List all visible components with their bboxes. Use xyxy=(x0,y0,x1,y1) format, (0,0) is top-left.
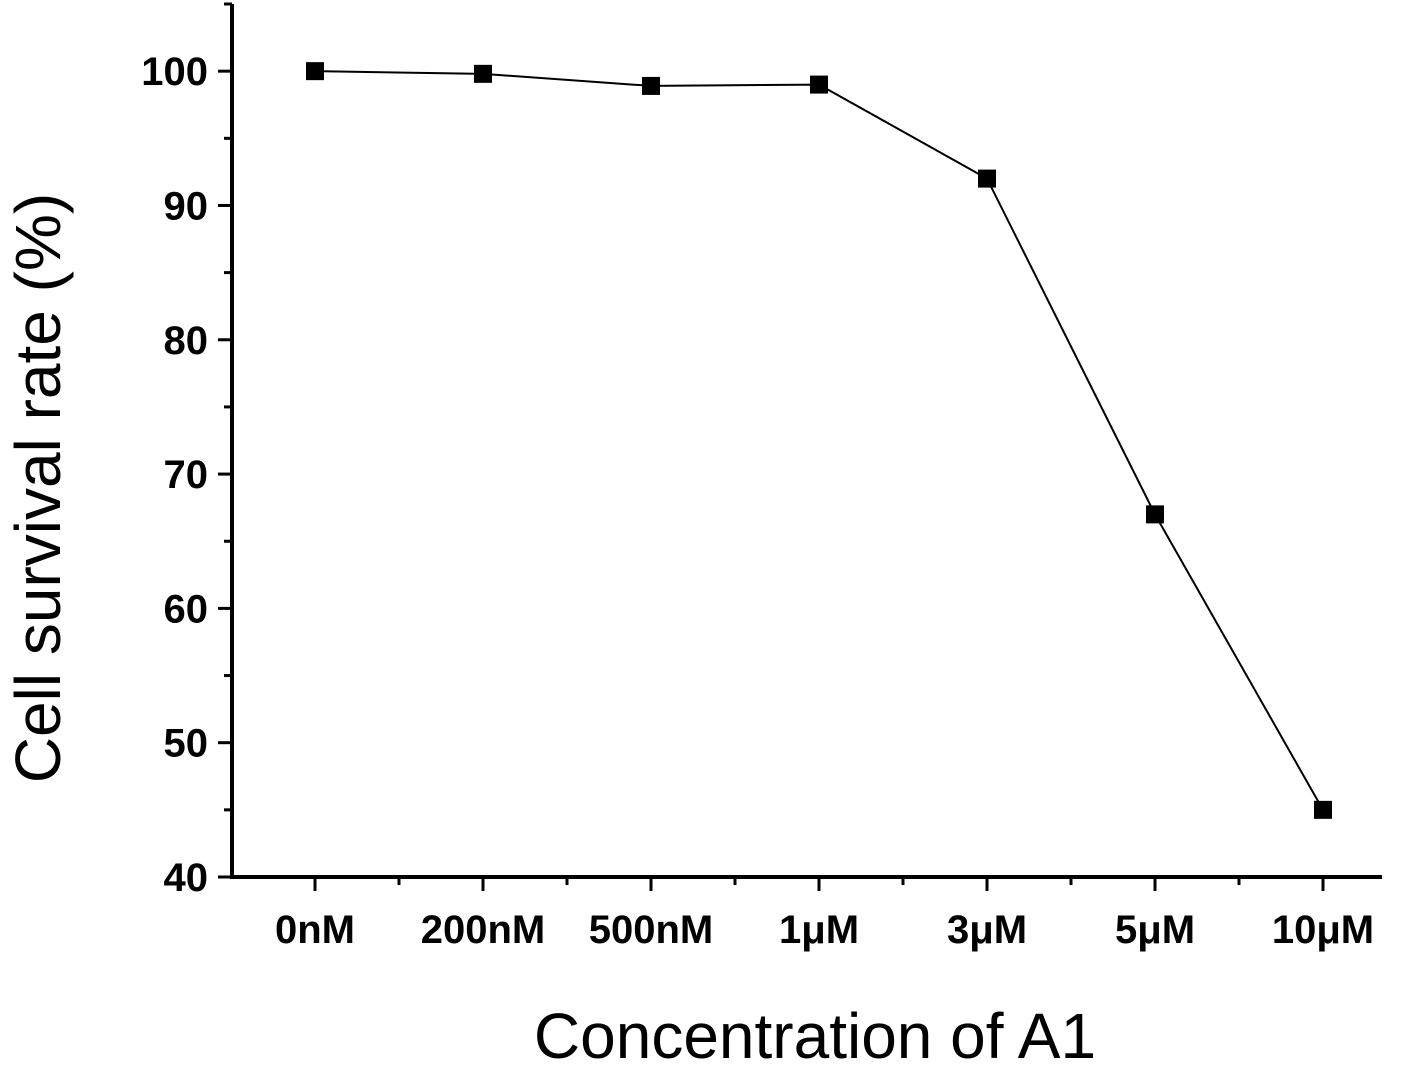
y-axis-ticks: 40 50 60 70 80 90 100 xyxy=(141,2,232,900)
y-axis-title: Cell survival rate (%) xyxy=(2,193,74,783)
data-point xyxy=(1146,505,1164,524)
y-tick-label: 50 xyxy=(164,722,209,766)
x-tick-label: 1μM xyxy=(779,908,859,952)
axes xyxy=(230,4,1382,879)
x-axis-title: Concentration of A1 xyxy=(534,1000,1096,1067)
y-tick-label: 60 xyxy=(164,587,209,631)
data-point xyxy=(306,62,324,81)
x-tick-label: 3μM xyxy=(947,908,1027,952)
data-point xyxy=(810,75,828,94)
y-tick-label: 90 xyxy=(164,184,209,228)
data-point xyxy=(978,169,996,188)
y-tick-label: 80 xyxy=(164,319,209,363)
x-tick-label: 0nM xyxy=(275,908,355,952)
x-tick-label: 10μM xyxy=(1272,908,1374,952)
y-tick-label: 70 xyxy=(164,453,209,497)
y-tick-label: 100 xyxy=(141,50,208,94)
data-point xyxy=(642,76,660,95)
y-tick-label: 40 xyxy=(164,856,209,900)
x-tick-label: 5μM xyxy=(1115,908,1195,952)
x-tick-label: 500nM xyxy=(589,908,714,952)
x-tick-label: 200nM xyxy=(421,908,546,952)
x-axis-ticks: 0nM 200nM 500nM 1μM 3μM 5μM 10μM xyxy=(275,877,1374,952)
data-point xyxy=(1314,800,1332,819)
data-point xyxy=(474,64,492,83)
series-line xyxy=(314,70,1324,811)
series-group xyxy=(306,62,1332,819)
